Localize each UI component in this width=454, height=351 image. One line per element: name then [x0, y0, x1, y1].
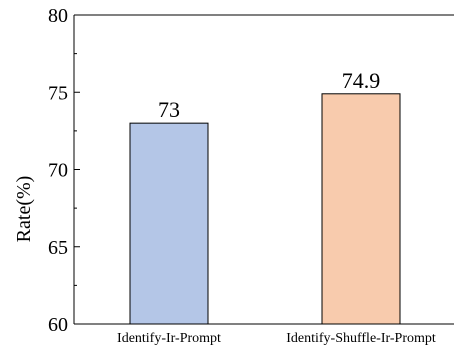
- category-labels: Identify-Ir-Prompt Identify-Shuffle-Ir-Pr…: [117, 331, 436, 346]
- y-ticks: 60 65 70 75 80: [48, 5, 80, 336]
- category-label: Identify-Shuffle-Ir-Prompt: [286, 331, 436, 346]
- y-tick-label: 75: [48, 82, 68, 104]
- bar-value-label: 73: [158, 97, 180, 122]
- y-tick-label: 60: [48, 314, 68, 336]
- bar-value-label: 74.9: [342, 68, 381, 93]
- bars: [129, 93, 401, 325]
- y-tick-label: 65: [48, 237, 68, 259]
- y-axis-label: Rate(%): [13, 176, 35, 243]
- category-label: Identify-Ir-Prompt: [117, 331, 221, 346]
- y-tick-label: 80: [48, 5, 68, 27]
- y-tick-label: 70: [48, 160, 68, 182]
- bar-identify-shuffle-ir-prompt: [321, 93, 401, 325]
- bar-identify-ir-prompt: [129, 122, 209, 325]
- data-labels: 73 74.9: [158, 68, 380, 122]
